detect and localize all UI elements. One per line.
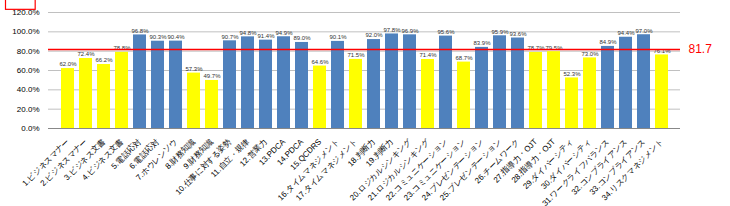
svg-text:26.チームワーク: 26.チームワーク (473, 137, 522, 186)
svg-text:10.仕事に対する姿勢: 10.仕事に対する姿勢 (173, 137, 234, 197)
svg-text:93.6%: 93.6% (509, 31, 527, 37)
svg-text:92.0%: 92.0% (365, 32, 383, 38)
svg-text:9.財務知識: 9.財務知識 (181, 137, 216, 171)
svg-text:27.指導力・OJT: 27.指導力・OJT (491, 137, 540, 185)
svg-text:81.7: 81.7 (689, 42, 713, 56)
svg-text:97.0%: 97.0% (635, 28, 653, 34)
svg-text:79.5%: 79.5% (545, 44, 563, 51)
svg-text:33.コンプライアンス: 33.コンプライアンス (587, 137, 648, 197)
svg-text:13.PDCA: 13.PDCA (257, 137, 288, 168)
svg-text:94.4%: 94.4% (617, 30, 635, 36)
svg-text:21.ロジカルシンキング: 21.ロジカルシンキング (366, 137, 432, 203)
svg-text:28.指導力・OJT: 28.指導力・OJT (509, 137, 558, 185)
svg-text:8.財務知識: 8.財務知識 (163, 137, 198, 171)
svg-text:57.3%: 57.3% (185, 66, 203, 72)
svg-text:11.自立・規律: 11.自立・規律 (209, 137, 252, 180)
svg-text:23.コミュニケーション: 23.コミュニケーション (402, 137, 468, 203)
svg-text:30.ダイバーシティ: 30.ダイバーシティ (539, 137, 594, 191)
svg-text:97.8%: 97.8% (383, 27, 401, 33)
svg-text:80.0%: 80.0% (17, 47, 40, 56)
svg-text:16.タイムマネジメント: 16.タイムマネジメント (276, 137, 342, 203)
svg-text:5.電話応対: 5.電話応対 (109, 137, 144, 171)
svg-text:84.9%: 84.9% (599, 39, 617, 45)
svg-text:78.7%: 78.7% (527, 45, 545, 51)
svg-text:3.ビジネス文書: 3.ビジネス文書 (62, 137, 108, 183)
svg-text:96.9%: 96.9% (401, 28, 419, 34)
svg-text:20.0%: 20.0% (17, 105, 40, 114)
svg-text:76.1%: 76.1% (653, 48, 671, 54)
svg-text:29.ダイバーシティ: 29.ダイバーシティ (521, 137, 576, 191)
svg-text:7.ホウレンソウ: 7.ホウレンソウ (134, 137, 180, 183)
svg-text:89.0%: 89.0% (293, 35, 311, 41)
svg-text:71.5%: 71.5% (347, 52, 365, 58)
svg-text:6.電話応対: 6.電話応対 (127, 137, 162, 171)
svg-text:15.QCDRS: 15.QCDRS (288, 137, 324, 172)
svg-text:120.0%: 120.0% (12, 8, 39, 17)
svg-text:24.プレゼンテーション: 24.プレゼンテーション (420, 137, 486, 203)
svg-text:90.1%: 90.1% (329, 34, 347, 40)
svg-text:96.8%: 96.8% (131, 28, 149, 34)
svg-text:95.6%: 95.6% (437, 29, 455, 35)
svg-text:68.7%: 68.7% (455, 55, 473, 61)
svg-text:90.3%: 90.3% (149, 34, 167, 40)
svg-text:71.4%: 71.4% (419, 52, 437, 58)
svg-text:62.0%: 62.0% (59, 61, 77, 67)
svg-text:60.0%: 60.0% (17, 66, 40, 75)
svg-text:14.PDCA: 14.PDCA (275, 137, 306, 168)
svg-text:0.0%: 0.0% (21, 124, 39, 133)
svg-text:40.0%: 40.0% (17, 85, 40, 94)
svg-text:2.ビジネスマナー: 2.ビジネスマナー (38, 137, 90, 188)
svg-text:94.9%: 94.9% (275, 30, 293, 36)
svg-text:19.判断力: 19.判断力 (364, 137, 396, 169)
svg-text:95.9%: 95.9% (491, 29, 509, 35)
svg-text:90.4%: 90.4% (167, 34, 185, 40)
svg-text:94.8%: 94.8% (239, 30, 257, 36)
svg-text:72.4%: 72.4% (77, 51, 95, 57)
svg-text:91.4%: 91.4% (257, 33, 275, 39)
svg-text:18.判断力: 18.判断力 (346, 137, 378, 169)
svg-text:32.コンプライアンス: 32.コンプライアンス (569, 137, 630, 197)
svg-text:25.プレゼンテーション: 25.プレゼンテーション (438, 137, 504, 203)
svg-text:90.7%: 90.7% (221, 34, 239, 40)
svg-text:73.0%: 73.0% (581, 51, 599, 57)
svg-text:22.コミュニケーション: 22.コミュニケーション (384, 137, 450, 203)
svg-text:4.ビジネス文書: 4.ビジネス文書 (80, 137, 126, 183)
svg-text:52.3%: 52.3% (563, 71, 581, 77)
svg-text:83.9%: 83.9% (473, 40, 491, 46)
svg-text:49.7%: 49.7% (203, 73, 221, 79)
svg-text:66.2%: 66.2% (95, 57, 113, 63)
svg-text:78.8%: 78.8% (113, 45, 131, 51)
svg-text:17.タイムマネジメント: 17.タイムマネジメント (294, 137, 359, 202)
svg-text:12.営業力: 12.営業力 (238, 137, 270, 169)
svg-text:20.ロジカルシンキング: 20.ロジカルシンキング (348, 137, 414, 203)
svg-text:1.ビジネスマナー: 1.ビジネスマナー (20, 137, 72, 188)
svg-text:64.6%: 64.6% (311, 59, 329, 65)
svg-text:34.リスクマネジメント: 34.リスクマネジメント (600, 137, 665, 202)
svg-text:100.0%: 100.0% (12, 27, 39, 36)
